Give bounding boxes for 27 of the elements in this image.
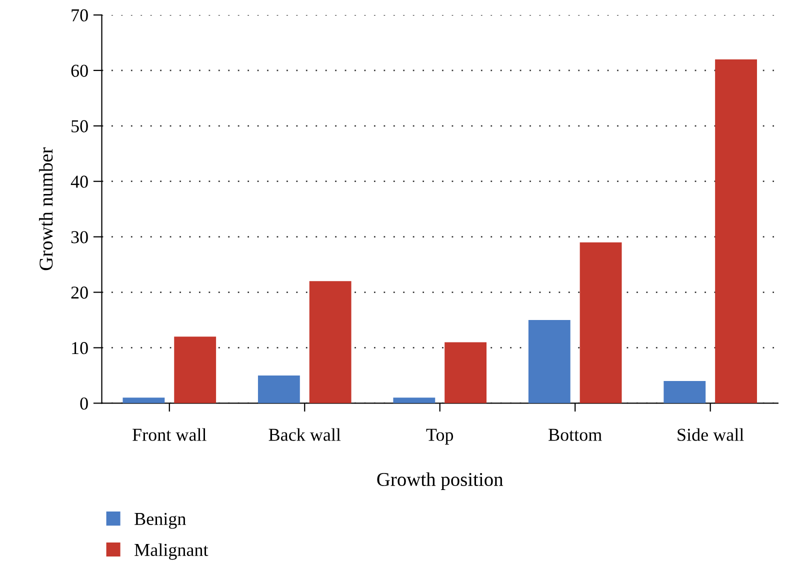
y-tick-label: 60 [71, 64, 88, 77]
legend-label: Benign [134, 512, 186, 529]
y-tick-label: 40 [70, 176, 88, 188]
bar [122, 398, 165, 404]
bar [309, 281, 352, 404]
y-tick-label: 30 [71, 231, 88, 244]
bar [258, 375, 300, 404]
y-tick-label: 50 [72, 120, 88, 132]
x-axis-title: Growth position [377, 472, 504, 490]
bar [580, 242, 622, 404]
x-tick-label: Bottom [548, 428, 602, 441]
y-axis-title: Growth number [39, 147, 53, 270]
y-tick-label: 10 [72, 342, 88, 354]
bar [528, 320, 570, 404]
bar [444, 342, 487, 404]
y-tick-label: 0 [80, 397, 88, 410]
bar [715, 59, 757, 404]
y-tick-label: 70 [72, 9, 88, 22]
legend-label: Malignant [134, 543, 208, 560]
x-tick-label: Back wall [268, 428, 341, 441]
bar [174, 336, 216, 404]
x-tick-label: Side wall [678, 428, 744, 441]
x-tick-label: Top [426, 428, 454, 445]
y-tick-label: 20 [71, 286, 88, 299]
bar [664, 381, 706, 404]
x-tick-label: Front wall [132, 428, 206, 441]
bar [393, 398, 436, 404]
